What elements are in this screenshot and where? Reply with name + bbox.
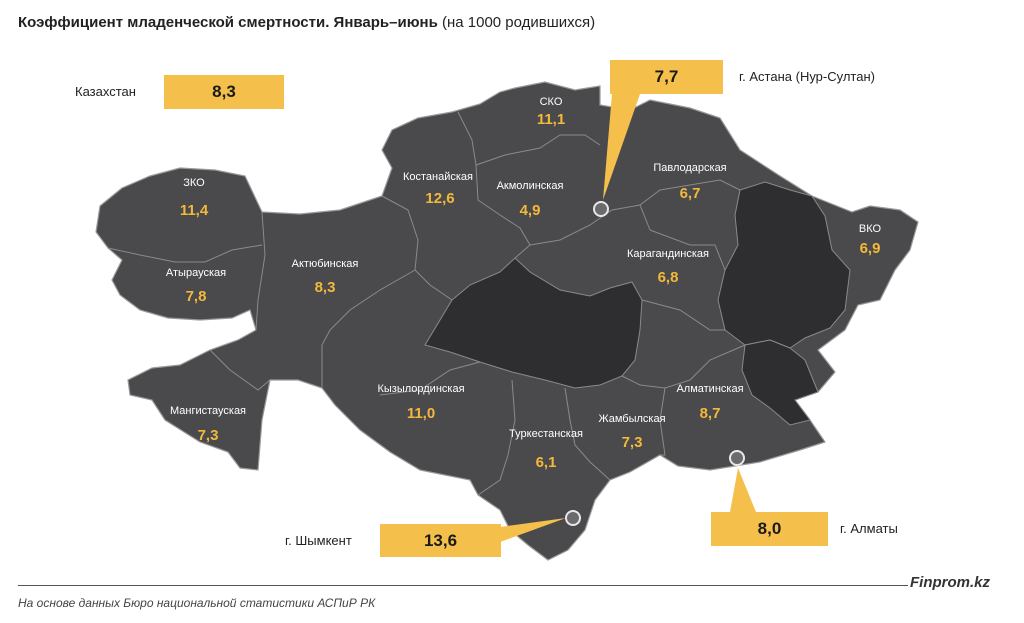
region-name-kyzylorda: Кызылординская bbox=[377, 383, 464, 395]
country-label: Казахстан bbox=[75, 84, 136, 99]
region-name-turkestan: Туркестанская bbox=[509, 428, 583, 440]
region-name-kostanay: Костанайская bbox=[403, 171, 473, 183]
region-value-atyrau: 7,8 bbox=[186, 288, 207, 305]
astana-pointer bbox=[603, 94, 640, 200]
region-borders bbox=[107, 111, 746, 496]
region-name-mangistau: Мангистауская bbox=[170, 405, 246, 417]
region-value-almaty-reg: 8,7 bbox=[700, 405, 721, 422]
shymkent-label: г. Шымкент bbox=[285, 533, 352, 548]
region-labels: СКО 11,1 Костанайская 12,6 Акмолинская 4… bbox=[166, 96, 882, 471]
region-value-kyzylorda: 11,0 bbox=[407, 405, 435, 422]
almaty-pointer bbox=[730, 468, 756, 512]
region-value-kostanay: 12,6 bbox=[425, 190, 454, 207]
region-value-pavlodar: 6,7 bbox=[680, 185, 701, 202]
source-note: На основе данных Бюро национальной стати… bbox=[18, 596, 376, 610]
region-name-almaty-reg: Алматинская bbox=[676, 383, 743, 395]
title-main: Коэффициент младенческой смертности. Янв… bbox=[18, 14, 438, 31]
almaty-value-box: 8,0 bbox=[711, 512, 828, 546]
astana-marker bbox=[593, 201, 609, 217]
region-name-akmola: Акмолинская bbox=[497, 180, 564, 192]
region-value-vko: 6,9 bbox=[860, 240, 881, 257]
shymkent-marker bbox=[565, 510, 581, 526]
almaty-label: г. Алматы bbox=[840, 521, 898, 536]
country-value-box: 8,3 bbox=[164, 75, 284, 109]
region-value-akmola: 4,9 bbox=[520, 202, 541, 219]
footer-divider bbox=[18, 585, 908, 586]
almaty-marker bbox=[729, 450, 745, 466]
region-value-mangistau: 7,3 bbox=[198, 427, 219, 444]
astana-label: г. Астана (Нур-Султан) bbox=[739, 69, 875, 84]
region-name-zhambyl: Жамбылская bbox=[598, 413, 665, 425]
region-name-atyrau: Атырауская bbox=[166, 267, 226, 279]
central-region-shape bbox=[424, 257, 643, 389]
region-name-zko: ЗКО bbox=[183, 177, 205, 189]
region-value-turkestan: 6,1 bbox=[536, 454, 557, 471]
region-value-aktobe: 8,3 bbox=[315, 279, 336, 296]
shymkent-pointer bbox=[500, 518, 566, 542]
almaty-east-shape bbox=[741, 339, 819, 426]
region-value-sko: 11,1 bbox=[537, 111, 565, 128]
astana-value-box: 7,7 bbox=[610, 60, 723, 94]
brand-logo: Finprom.kz bbox=[910, 574, 991, 591]
region-name-karaganda: Карагандинская bbox=[627, 248, 709, 260]
region-name-aktobe: Актюбинская bbox=[292, 258, 359, 270]
region-name-vko: ВКО bbox=[859, 223, 882, 235]
region-value-zko: 11,4 bbox=[180, 202, 209, 219]
region-name-sko: СКО bbox=[540, 96, 563, 108]
region-value-karaganda: 6,8 bbox=[658, 269, 679, 286]
title-sub: (на 1000 родившихся) bbox=[441, 14, 596, 31]
region-value-zhambyl: 7,3 bbox=[622, 434, 643, 451]
region-name-pavlodar: Павлодарская bbox=[653, 162, 726, 174]
page-title: Коэффициент младенческой смертности. Янв… bbox=[18, 14, 595, 31]
shymkent-value-box: 13,6 bbox=[380, 524, 501, 557]
